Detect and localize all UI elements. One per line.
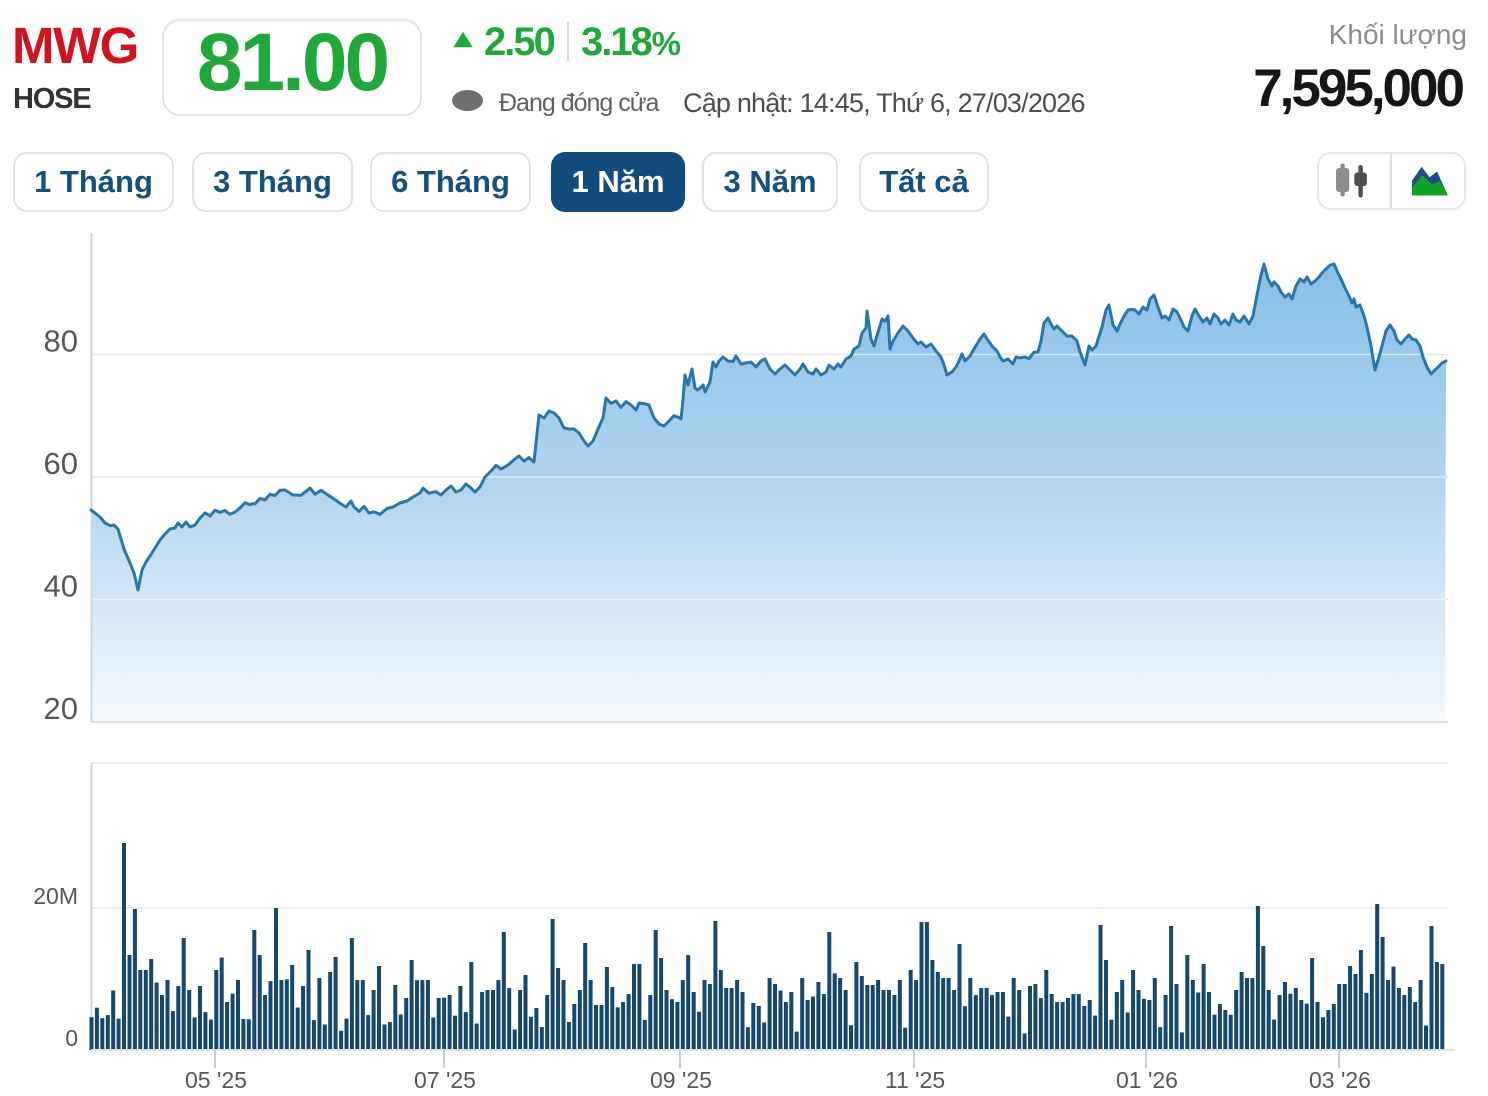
svg-text:20: 20 [44,691,78,726]
svg-text:0: 0 [65,1025,78,1051]
svg-text:80: 80 [44,324,78,359]
svg-text:60: 60 [44,446,78,481]
svg-text:11 '25: 11 '25 [885,1067,945,1093]
svg-text:09 '25: 09 '25 [650,1067,712,1093]
svg-text:05 '25: 05 '25 [185,1067,247,1093]
svg-text:20M: 20M [33,883,78,909]
svg-text:01 '26: 01 '26 [1116,1067,1178,1093]
svg-text:03 '26: 03 '26 [1309,1067,1371,1093]
svg-text:07 '25: 07 '25 [414,1067,476,1093]
svg-text:40: 40 [44,569,78,604]
